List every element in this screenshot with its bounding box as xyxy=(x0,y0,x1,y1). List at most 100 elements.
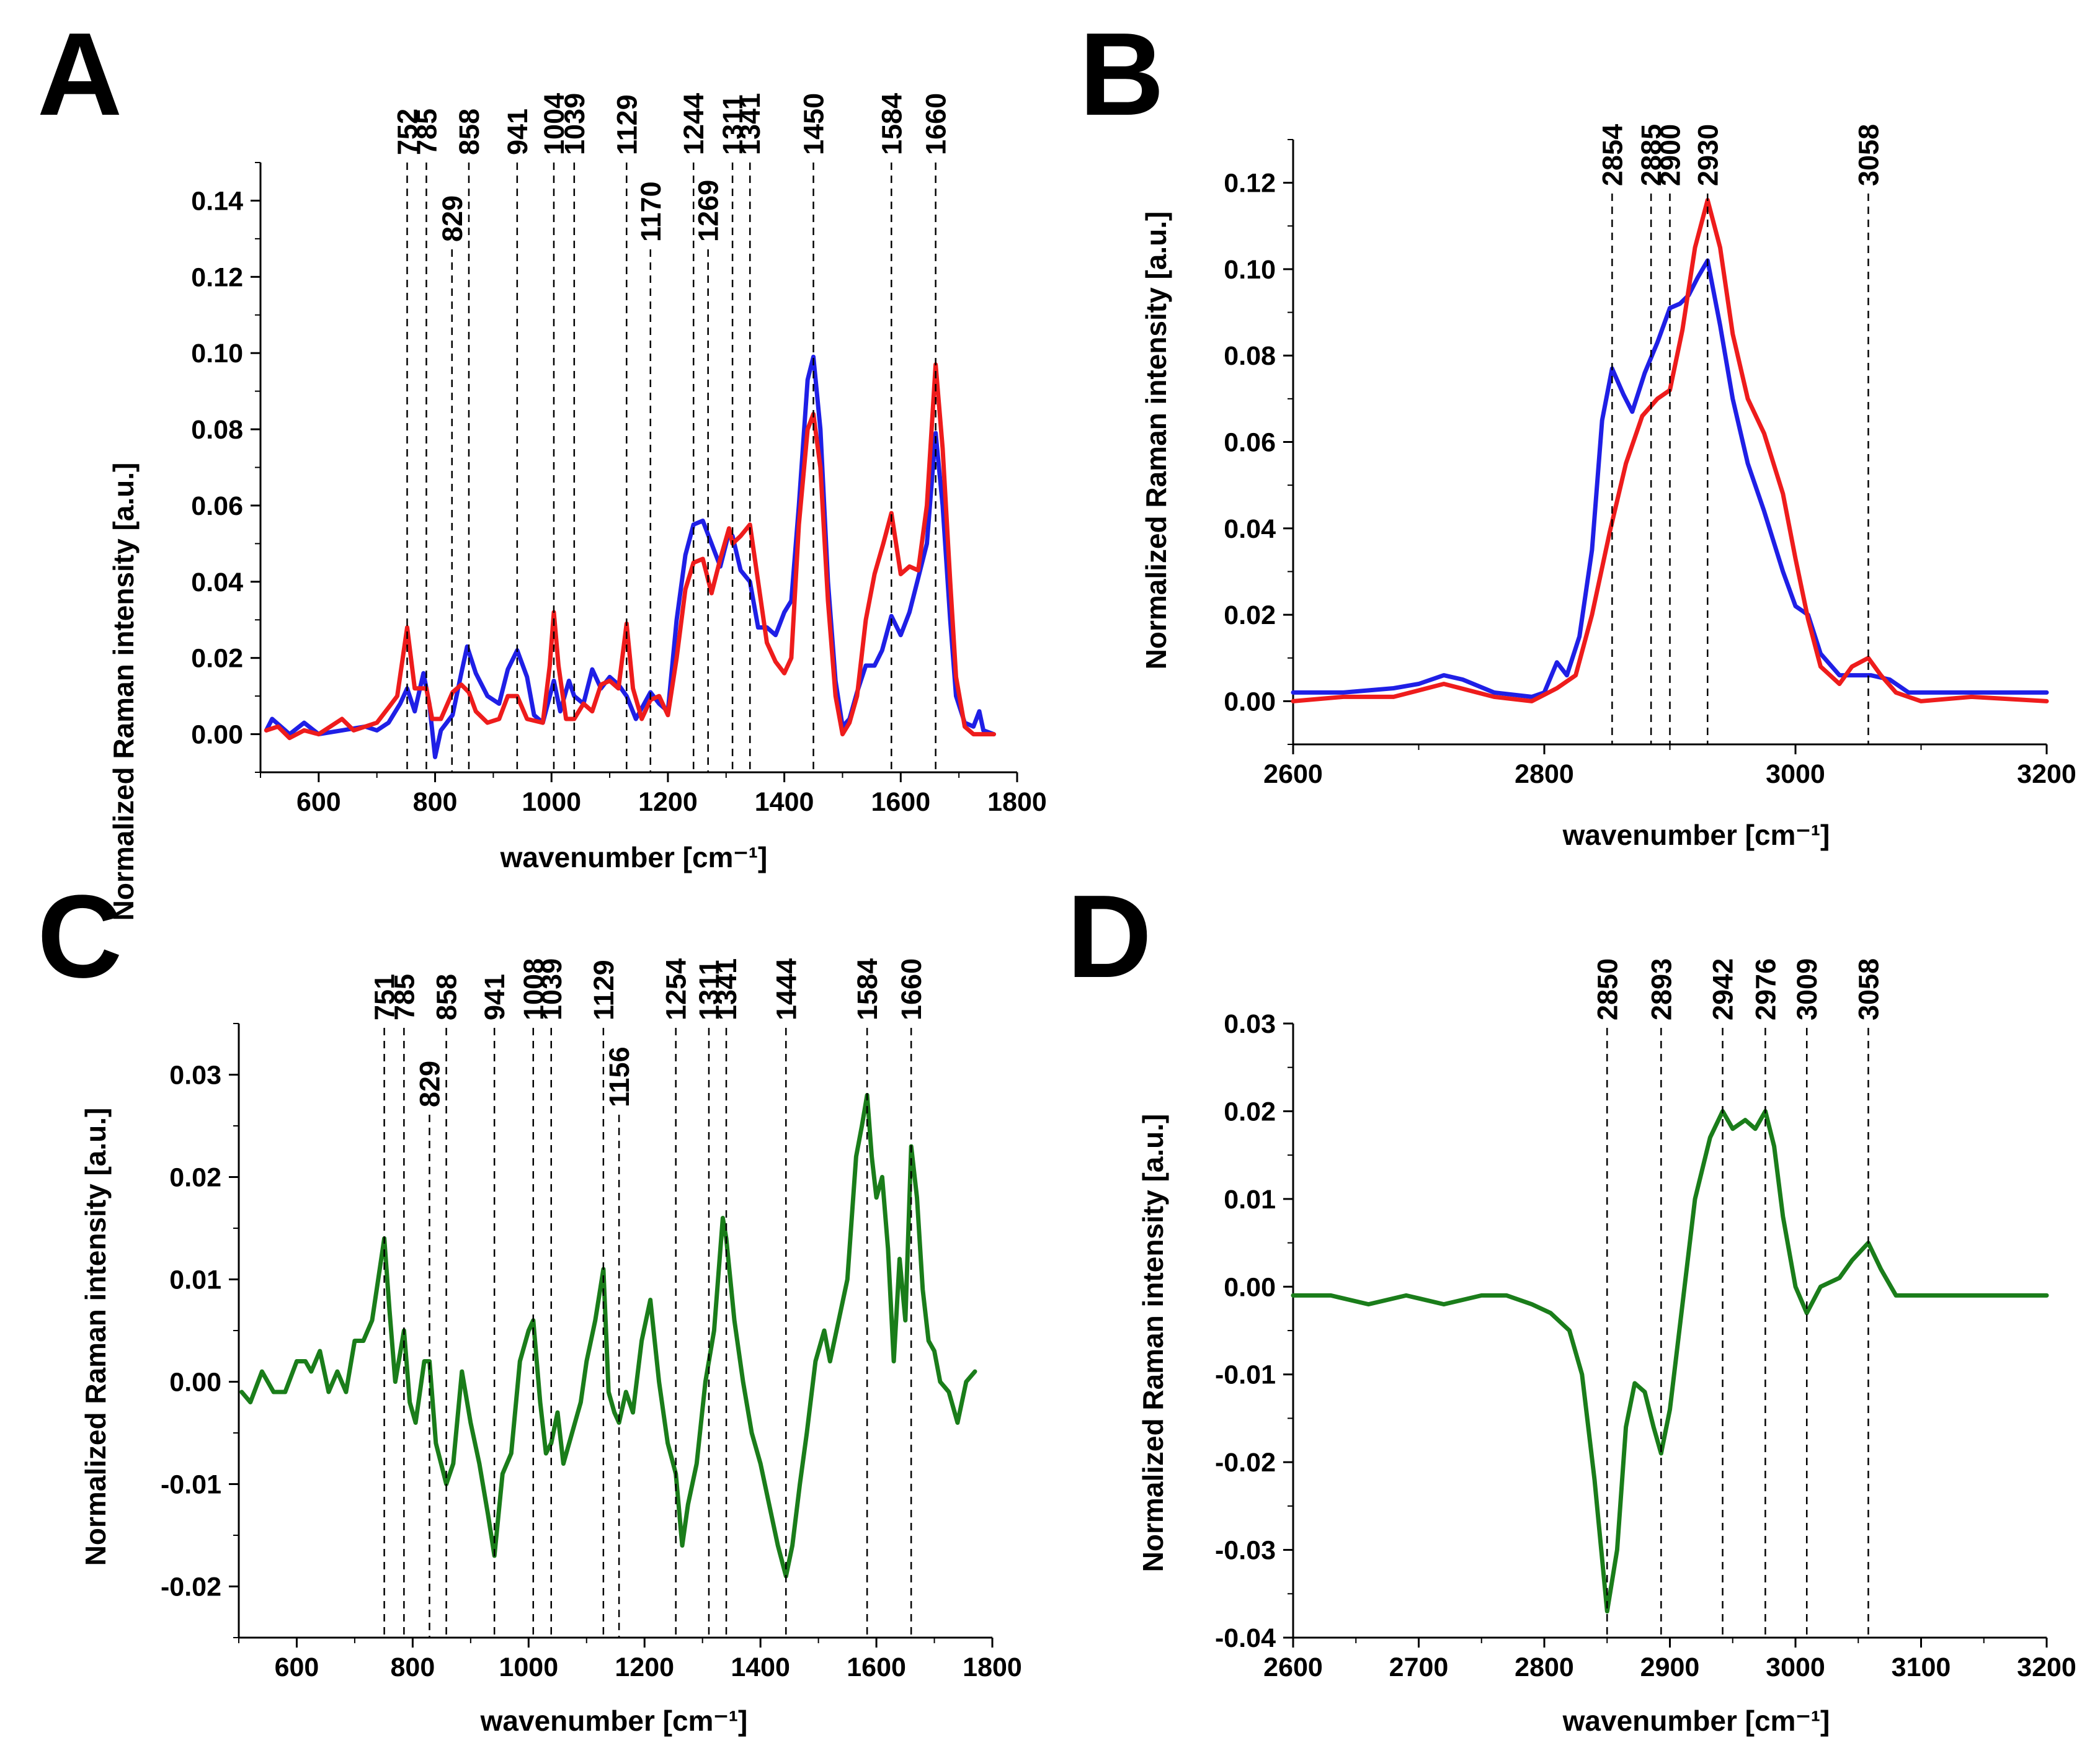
panel-b-series-blue xyxy=(1291,258,2049,699)
panel-a-peak-label: 1311 xyxy=(717,94,749,155)
panel-c-y-tick-label: 0.03 xyxy=(169,1061,221,1091)
panel-a-x-tick-label: 1600 xyxy=(871,787,930,817)
panel-a-y-tick-label: 0.14 xyxy=(191,186,243,216)
panel-a-peak-label: 1269 xyxy=(693,180,724,242)
panel-c-peak-label: 1039 xyxy=(536,958,567,1020)
panel-b-xlabel: wavenumber [cm⁻¹] xyxy=(1562,819,1830,851)
panel-a-xlabel: wavenumber [cm⁻¹] xyxy=(500,841,768,873)
panel-c-y-tick-label: 0.01 xyxy=(169,1265,221,1295)
panel-d-y-tick-label: 0.03 xyxy=(1224,1009,1276,1039)
panel-b-y-tick-label: 0.12 xyxy=(1224,169,1276,198)
panel-b-y-tick-label: 0.02 xyxy=(1224,600,1276,630)
panel-c-peak-label: 858 xyxy=(431,974,463,1020)
panel-a-x-tick-label: 1200 xyxy=(638,787,698,817)
panel-a-series-blue xyxy=(264,354,996,759)
panel-c-peak-label: 1156 xyxy=(603,1046,635,1107)
panel-a-x-tick-label: 600 xyxy=(296,787,341,817)
panel-d-y-tick-label: 0.01 xyxy=(1224,1185,1276,1215)
panel-b-y-tick-label: 0.04 xyxy=(1224,514,1276,544)
panel-d-peak-label: 3058 xyxy=(1853,958,1884,1020)
panel-d-x-tick-label: 2900 xyxy=(1640,1653,1700,1682)
panel-a-letter: A xyxy=(37,9,122,140)
panel-b-x-tick-label: 3000 xyxy=(1766,759,1825,789)
panel-d-x-tick-label: 3000 xyxy=(1766,1653,1825,1682)
panel-c-peak-label: 1129 xyxy=(588,960,620,1020)
panel-c-y-tick-label: 0.02 xyxy=(169,1163,221,1193)
panel-a-peak-label: 858 xyxy=(453,109,485,155)
panel-b-peak-label: 2854 xyxy=(1596,124,1628,186)
panel-c-peak-label: 1311 xyxy=(693,960,725,1020)
panel-a-x-tick-label: 1000 xyxy=(522,787,581,817)
panel-a-peak-label: 785 xyxy=(411,109,442,155)
panel-c-peak-label: 785 xyxy=(388,974,420,1020)
panel-a-y-tick-label: 0.06 xyxy=(191,491,243,521)
panel-b-x-tick-label: 3200 xyxy=(2017,759,2076,789)
panel-c-y-tick-label: -0.02 xyxy=(161,1572,221,1602)
panel-d-x-tick-label: 3100 xyxy=(1892,1653,1951,1682)
panel-a-x-tick-label: 1400 xyxy=(755,787,814,817)
panel-a-y-tick-label: 0.02 xyxy=(191,644,243,674)
panel-c-x-tick-label: 600 xyxy=(275,1653,319,1682)
panel-c-x-tick-label: 1800 xyxy=(963,1653,1022,1682)
panel-c-x-tick-label: 1000 xyxy=(499,1653,558,1682)
panel-a-peak-label: 1584 xyxy=(876,93,907,155)
panel-b-y-tick-label: 0.08 xyxy=(1224,341,1276,371)
panel-d-peak-label: 3009 xyxy=(1791,958,1823,1020)
panel-c-peak-label: 1660 xyxy=(896,958,927,1020)
panel-c-letter: C xyxy=(37,871,122,1002)
panel-a-peak-label: 1170 xyxy=(635,181,667,242)
panel-b-ylabel: Normalized Raman intensity [a.u.] xyxy=(1140,212,1172,670)
panel-d: D Normalized Raman intensity [a.u.] wave… xyxy=(1067,871,2076,1737)
panel-d-y-tick-label: -0.02 xyxy=(1215,1448,1276,1478)
panel-d-peak-label: 2893 xyxy=(1645,958,1677,1020)
panel-d-x-tick-label: 2800 xyxy=(1515,1653,1574,1682)
panel-a-peak-label: 1341 xyxy=(734,93,766,155)
panel-d-y-tick-label: 0.02 xyxy=(1224,1097,1276,1126)
panel-c-peak-label: 941 xyxy=(479,974,510,1020)
panel-b-y-tick-label: 0.00 xyxy=(1224,687,1276,716)
panel-a-y-tick-label: 0.08 xyxy=(191,415,243,445)
panel-c-peak-label: 1584 xyxy=(852,958,883,1020)
panel-c-x-tick-label: 1400 xyxy=(731,1653,790,1682)
panel-a-peak-label: 941 xyxy=(502,109,533,155)
panel-b: B Normalized Raman intensity [a.u.] wave… xyxy=(1079,9,2076,851)
panel-c: C Normalized Raman intensity [a.u.] wave… xyxy=(37,871,1022,1737)
panel-d-ylabel: Normalized Raman intensity [a.u.] xyxy=(1137,1114,1169,1572)
panel-b-letter: B xyxy=(1079,9,1164,140)
panel-d-peak-label: 2976 xyxy=(1750,958,1781,1020)
panel-a-peak-label: 1129 xyxy=(611,94,643,155)
panel-d-y-tick-label: -0.03 xyxy=(1215,1536,1276,1566)
panel-a-x-tick-label: 800 xyxy=(413,787,458,817)
panel-a-y-tick-label: 0.00 xyxy=(191,720,243,750)
panel-c-peak-label: 1254 xyxy=(661,958,692,1020)
panel-d-xlabel: wavenumber [cm⁻¹] xyxy=(1562,1705,1830,1737)
panel-c-xlabel: wavenumber [cm⁻¹] xyxy=(480,1705,748,1737)
panel-a-peak-label: 1450 xyxy=(798,93,830,155)
panel-b-y-tick-label: 0.10 xyxy=(1224,255,1276,285)
panel-d-x-tick-label: 3200 xyxy=(2017,1653,2076,1682)
panel-b-peak-label: 3058 xyxy=(1853,124,1884,186)
panel-c-series-green xyxy=(239,1093,977,1579)
panel-a-y-tick-label: 0.12 xyxy=(191,262,243,292)
panel-c-x-tick-label: 1600 xyxy=(847,1653,906,1682)
panel-c-ylabel: Normalized Raman intensity [a.u.] xyxy=(79,1108,112,1566)
panel-a-series-red xyxy=(264,362,996,741)
panel-d-peak-label: 2942 xyxy=(1707,958,1739,1020)
panel-b-y-tick-label: 0.06 xyxy=(1224,428,1276,458)
panel-a-peak-label: 1004 xyxy=(538,93,570,155)
panel-c-x-tick-label: 1200 xyxy=(615,1653,674,1682)
panel-d-x-tick-label: 2700 xyxy=(1389,1653,1449,1682)
panel-d-series-green xyxy=(1291,1108,2049,1614)
panel-d-y-tick-label: -0.04 xyxy=(1215,1623,1276,1653)
panel-a-y-tick-label: 0.10 xyxy=(191,339,243,368)
panel-c-peak-label: 1341 xyxy=(711,958,742,1020)
panel-b-peak-label: 2930 xyxy=(1692,124,1724,186)
panel-b-x-tick-label: 2600 xyxy=(1263,759,1323,789)
panel-a: A Normalized Raman intensity [a.u.] wave… xyxy=(37,9,1047,921)
panel-d-y-tick-label: 0.00 xyxy=(1224,1272,1276,1302)
panel-c-peak-label: 1444 xyxy=(770,958,802,1020)
panel-a-peak-label: 1244 xyxy=(678,93,710,155)
panel-a-peak-label: 1039 xyxy=(559,93,590,155)
panel-c-peak-label: 1008 xyxy=(518,958,549,1020)
